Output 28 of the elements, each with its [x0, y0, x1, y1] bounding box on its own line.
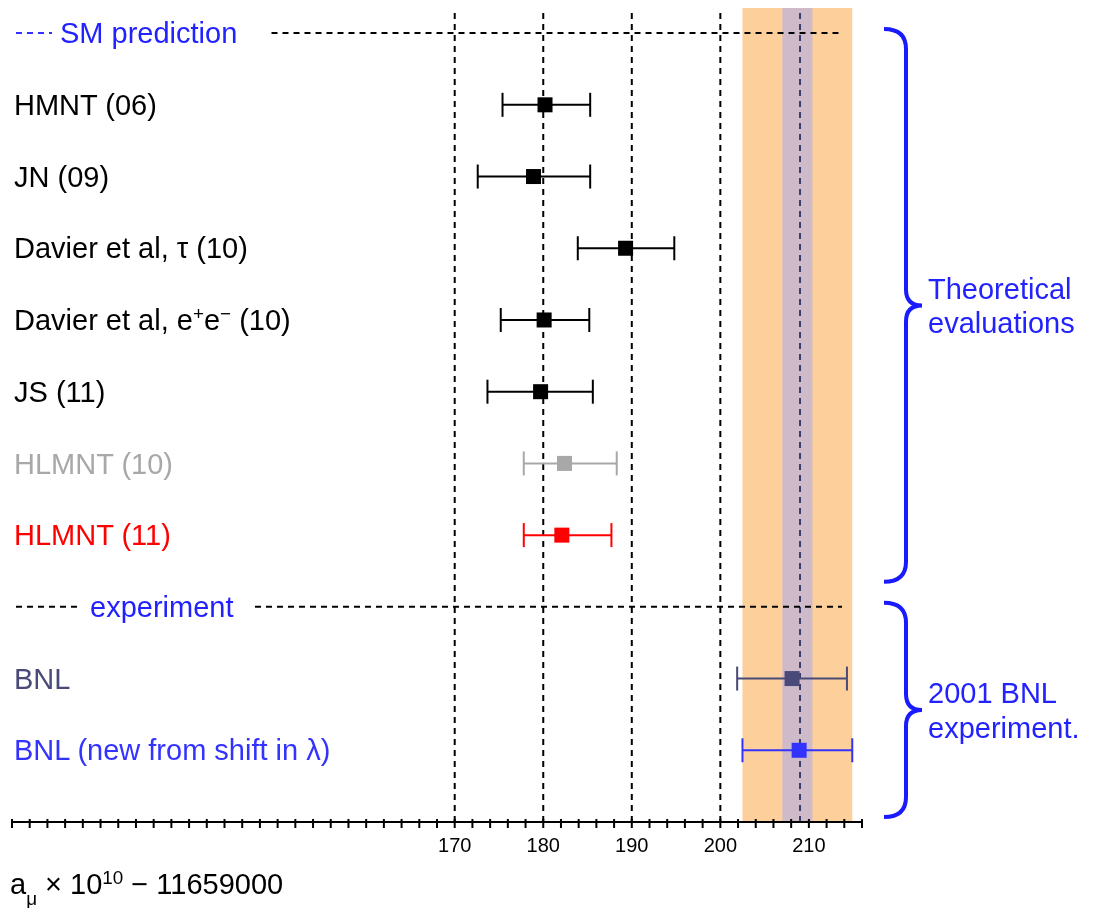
point [537, 97, 553, 113]
x-tick-label: 210 [792, 834, 826, 856]
point [554, 527, 570, 543]
y-tick-label: BNL (new from shift in λ) [14, 734, 331, 767]
y-tick-label: HLMNT (10) [14, 447, 173, 480]
point [791, 742, 807, 758]
y-tick-label: HMNT (06) [14, 88, 157, 121]
y-tick-label: BNL [14, 662, 71, 695]
point [533, 384, 549, 400]
text: Theoretical evaluations [928, 272, 1075, 340]
point [526, 169, 542, 185]
y-tick-label: Davier et al, e$^{+}$e$^{−}$ (10) [14, 302, 291, 337]
point [557, 455, 572, 471]
text: 2001 BNL experiment. [928, 677, 1080, 744]
x-axis-title: a$_{μ}$ × 10$^{10}$ − 11659000 [10, 866, 284, 909]
y-tick-label: JN (09) [14, 160, 110, 193]
point [618, 240, 634, 256]
annotation: SM prediction [60, 17, 238, 50]
x-tick-label: 170 [438, 834, 472, 856]
annotation: experiment [90, 591, 234, 623]
x-tick-label: 180 [526, 834, 560, 856]
point [784, 671, 800, 687]
y-tick-label: HLMNT (11) [14, 519, 171, 552]
y-tick-label: JS (11) [14, 375, 106, 408]
x-tick-label: 200 [703, 834, 738, 856]
point [536, 312, 552, 328]
y-tick-label: Davier et al, τ (10) [14, 232, 248, 265]
x-tick-label: 190 [615, 834, 649, 856]
